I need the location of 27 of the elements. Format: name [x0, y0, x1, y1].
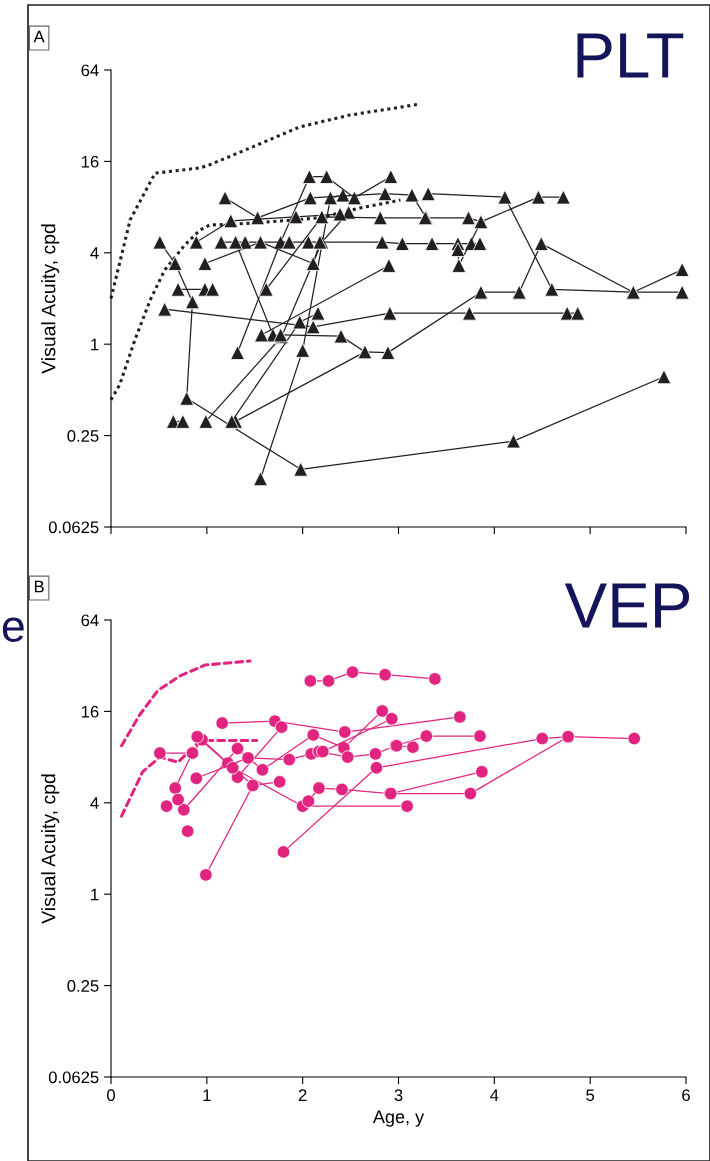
y-tick-label: 16: [81, 155, 99, 168]
x-tick-label: 1: [203, 1089, 211, 1101]
annotation: VEP: [564, 583, 690, 628]
x-tick-label: 5: [586, 1089, 595, 1102]
y-tick-label: 4: [90, 247, 99, 259]
text: e: [2, 617, 24, 642]
y-tick-label: 64: [81, 64, 99, 77]
y-tick-label: 0.25: [67, 980, 99, 992]
x-tick-label: 3: [394, 1089, 403, 1102]
y-tick-label: 1: [91, 888, 99, 901]
x-tick-label: 0: [107, 1089, 115, 1102]
y-tick-label: 1: [91, 338, 99, 351]
y-tick-label: 0.0625: [48, 521, 99, 534]
x-tick-label: 6: [682, 1089, 690, 1102]
y-tick-label: 0.25: [67, 430, 99, 442]
y-tick-label: 16: [81, 705, 99, 718]
annotation: PLT: [577, 33, 684, 78]
y-tick-label: 64: [81, 614, 99, 627]
y-tick-label: 4: [90, 797, 99, 809]
x-tick-label: 2: [298, 1089, 307, 1101]
x-tick-label: 4: [490, 1089, 499, 1101]
y-axis-title: Visual Acuity, cpd: [41, 774, 60, 924]
x-axis-title: Age, y: [372, 1110, 425, 1127]
y-axis-title: Visual Acuity, cpd: [41, 224, 60, 374]
text: B: [34, 580, 44, 593]
y-tick-label: 0.0625: [48, 1071, 99, 1084]
text: A: [33, 30, 45, 43]
